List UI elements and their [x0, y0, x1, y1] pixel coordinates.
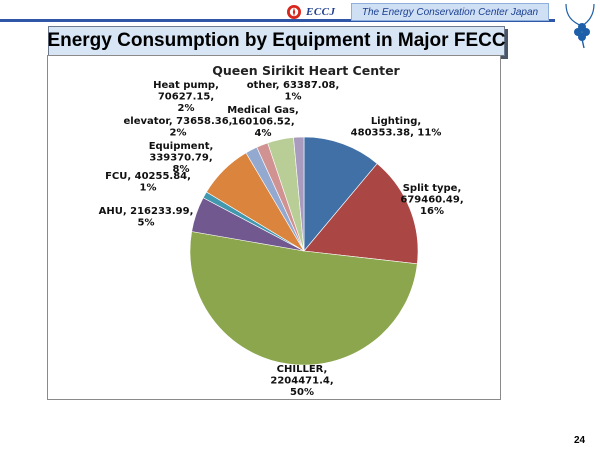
clover-logo-icon — [565, 3, 595, 49]
data-label-ahu: AHU, 216233.99, 5% — [99, 206, 194, 229]
data-label-other: other, 63387.08, 1% — [247, 80, 340, 103]
org-name-box: The Energy Conservation Center Japan — [351, 3, 549, 21]
eccj-logo: ECCJ — [286, 3, 336, 21]
data-label-elevator: elevator, 73658.36, 2% — [124, 116, 233, 139]
pie-slices — [189, 136, 419, 366]
chart-frame: Queen Sirikit Heart Center Lighting, 4803… — [47, 55, 501, 400]
page-title: Energy Consumption by Equipment in Major… — [47, 30, 506, 51]
eccj-logo-icon — [287, 5, 301, 19]
header-line — [0, 19, 555, 22]
pie-slice-lighting — [303, 136, 378, 252]
data-label-lighting: Lighting, 480353.38, 11% — [351, 116, 442, 139]
slide-title-box: Energy Consumption by Equipment in Major… — [47, 26, 506, 56]
data-label-chiller: CHILLER, 2204471.4, 50% — [270, 364, 333, 398]
data-label-equipment: Equipment, 339370.79, 8% — [149, 141, 214, 175]
logo-text: ECCJ — [306, 6, 336, 18]
header-band: ECCJ The Energy Conservation Center Japa… — [0, 0, 600, 24]
page-number: 24 — [574, 435, 586, 446]
pie-slice-other — [293, 136, 305, 252]
chart-title: Queen Sirikit Heart Center — [212, 63, 400, 78]
data-label-heat-pump: Heat pump, 70627.15, 2% — [153, 80, 219, 114]
data-label-fcu: FCU, 40255.84, 1% — [105, 171, 191, 194]
org-name: The Energy Conservation Center Japan — [361, 6, 539, 18]
data-label-medical-gas: Medical Gas, 160106.52, 4% — [227, 105, 299, 139]
data-label-split-type: Split type, 679460.49, 16% — [400, 183, 463, 217]
pie-slice-split-type — [303, 163, 419, 265]
pie-slice-chiller — [189, 231, 418, 366]
pie-labels: Lighting, 480353.38, 11% Split type, 679460… — [99, 80, 464, 398]
pie-chart: Queen Sirikit Heart Center Lighting, 4803… — [99, 63, 464, 398]
